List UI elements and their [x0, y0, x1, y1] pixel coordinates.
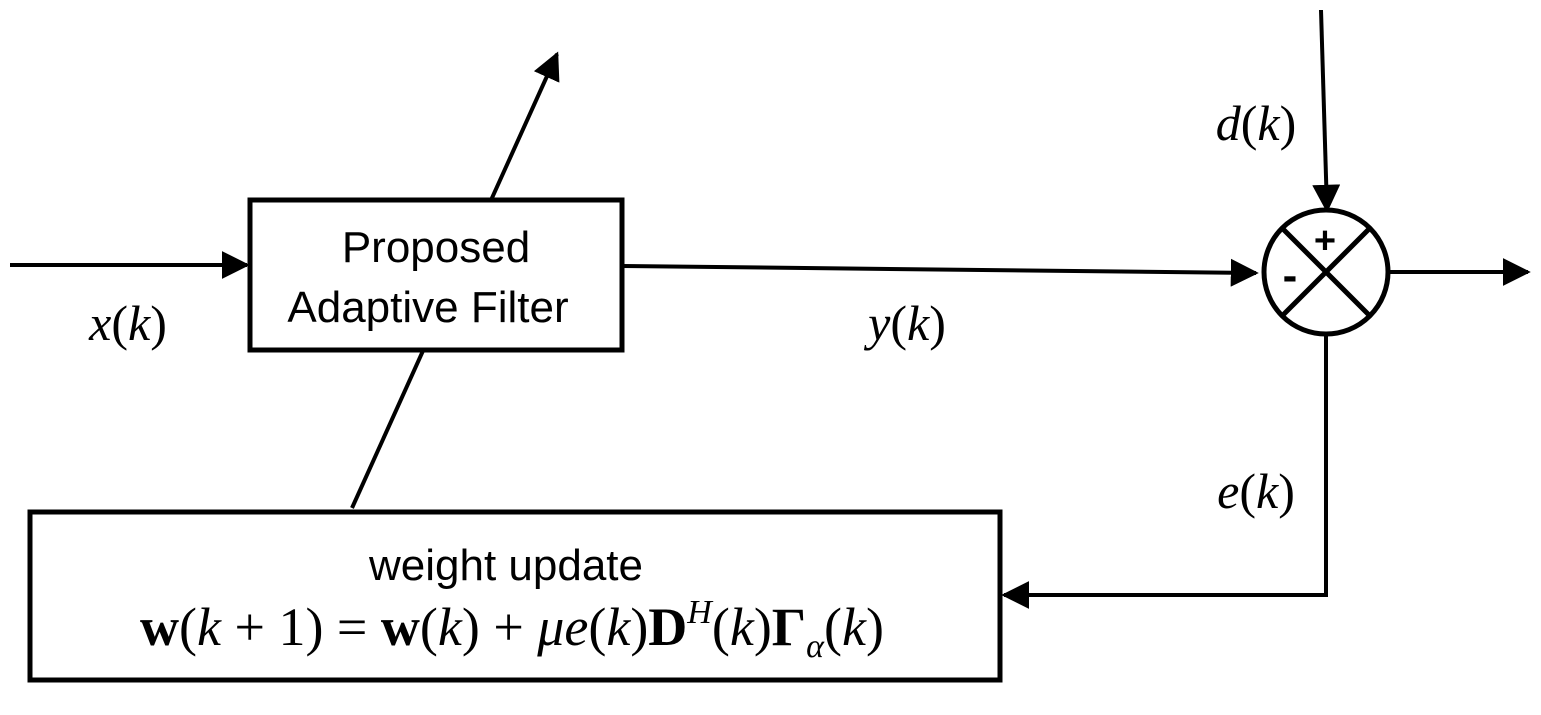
- desired-arrow: [1312, 9, 1341, 213]
- signal-x-open: (: [111, 295, 128, 351]
- eq-k-5: k: [842, 597, 867, 657]
- eq-e: e: [564, 597, 588, 657]
- eq-paren-4: (: [712, 597, 730, 657]
- error-feedback-line: [1001, 334, 1328, 609]
- signal-d-symbol: d: [1216, 95, 1242, 151]
- eq-paren-2: (: [420, 597, 438, 657]
- filter-label-line1: Proposed: [342, 223, 530, 272]
- eq-w-next: w: [140, 597, 179, 657]
- eq-paren-5-close: ): [866, 597, 884, 657]
- signal-y-label: y(k): [863, 295, 946, 351]
- signal-y-symbol: y: [863, 295, 891, 351]
- eq-k-4: k: [730, 597, 755, 657]
- eq-mu: μ: [536, 597, 564, 657]
- eq-plus-one: + 1) =: [221, 597, 381, 657]
- signal-x-k: k: [128, 295, 151, 351]
- eq-alpha-subscript: α: [806, 628, 825, 665]
- signal-e-label: e(k): [1217, 463, 1295, 519]
- weight-update-equation: w(k + 1) = w(k) + μe(k)DH(k)Γα(k): [140, 594, 884, 665]
- signal-d-close: ): [1280, 95, 1297, 151]
- eq-paren-5: (: [824, 597, 842, 657]
- filter-label-line2: Adaptive Filter: [287, 283, 568, 332]
- signal-y-k: k: [907, 295, 930, 351]
- eq-paren-4-close: ): [754, 597, 772, 657]
- signal-e-k: k: [1256, 463, 1279, 519]
- signal-y-close: ): [929, 295, 946, 351]
- eq-k-1: k: [197, 597, 222, 657]
- signal-d-k: k: [1257, 95, 1280, 151]
- output-arrow: [621, 258, 1259, 287]
- signal-d-open: (: [1241, 95, 1258, 151]
- signal-e-open: (: [1239, 463, 1256, 519]
- eq-D: D: [648, 597, 687, 657]
- signal-x-symbol: x: [88, 295, 111, 351]
- eq-H-superscript: H: [686, 594, 714, 631]
- summer-minus-sign: -: [1283, 251, 1298, 300]
- adaptive-filter-box: [247, 197, 625, 353]
- eq-Gamma: Γ: [772, 597, 806, 657]
- signal-e-close: ): [1278, 463, 1295, 519]
- eq-k-3: k: [606, 597, 631, 657]
- signal-y-open: (: [890, 295, 907, 351]
- signal-d-label: d(k): [1216, 95, 1297, 151]
- summer-cross-b: [1280, 226, 1372, 318]
- signal-e-symbol: e: [1217, 463, 1239, 519]
- eq-paren-3-close: ): [630, 597, 648, 657]
- eq-w-current: w: [381, 597, 420, 657]
- eq-plus-2: ) +: [462, 597, 537, 657]
- eq-paren-1: (: [179, 597, 197, 657]
- weight-update-title: weight update: [368, 541, 643, 590]
- signal-x-close: ): [150, 295, 167, 351]
- eq-paren-3: (: [588, 597, 606, 657]
- summer-plus-sign: +: [1314, 220, 1336, 262]
- eq-k-2: k: [438, 597, 463, 657]
- signal-x-label: x(k): [88, 295, 167, 351]
- weight-update-box: [27, 509, 1003, 683]
